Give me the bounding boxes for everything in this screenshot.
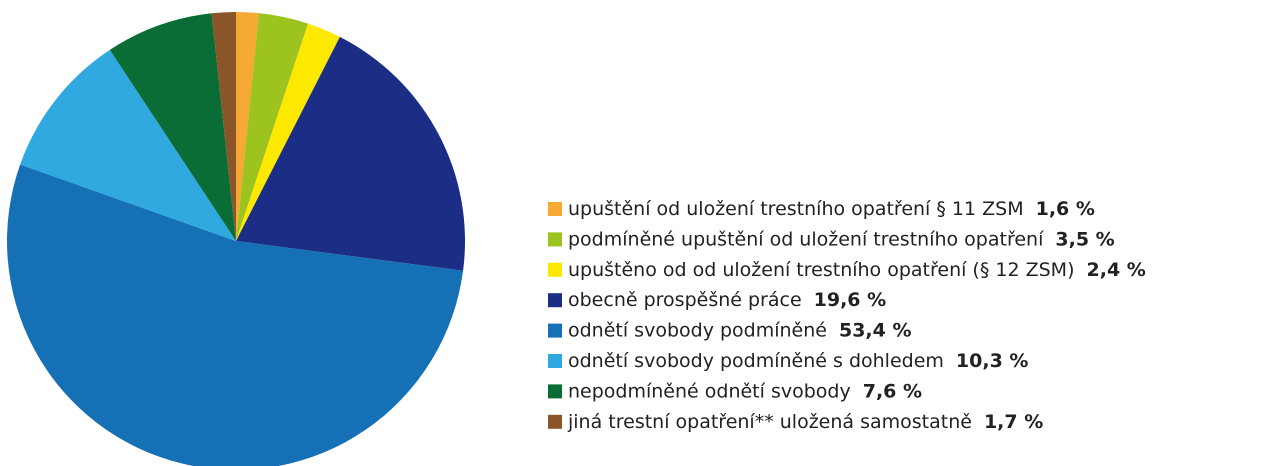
legend-entry: upuštění od uložení trestního opatření §… [568,198,1095,220]
pie-slice [236,23,340,241]
legend-swatch [548,293,562,308]
legend-label: upuštění od uložení trestního opatření §… [568,198,1024,220]
legend-label: podmíněné upuštění od uložení trestního … [568,228,1044,250]
legend-value: 19,6 % [814,289,887,311]
legend-value: 53,4 % [839,319,912,341]
legend-label: odnětí svobody podmíněné s dohledem [568,350,944,372]
legend-value: 7,6 % [863,380,922,402]
legend-value: 2,4 % [1087,258,1146,280]
pie-slice [7,164,464,466]
pie-slice [236,12,259,241]
legend: upuštění od uložení trestního opatření §… [548,198,1146,432]
pie-slice [236,13,309,241]
legend-label: nepodmíněné odnětí svobody [568,380,851,402]
legend-swatch [548,232,562,247]
legend-swatch [548,202,562,216]
legend-value: 3,5 % [1055,228,1114,250]
legend-swatch [548,354,562,368]
legend-label: obecně prospěšné práce [568,289,802,311]
legend-entry: jiná trestní opatření** uložená samostat… [567,410,1043,432]
pie-slice [236,36,465,271]
pie-slice [211,12,236,241]
legend-label: jiná trestní opatření** uložená samostat… [567,410,972,432]
legend-swatch [548,384,562,399]
legend-swatch [548,262,562,277]
legend-label: upuštěno od od uložení trestního opatřen… [568,258,1075,280]
pie-slice [20,49,237,241]
legend-entry: obecně prospěšné práce 19,6 % [568,289,886,311]
legend-label: odnětí svobody podmíněné [568,319,827,341]
legend-value: 1,7 % [984,410,1043,432]
legend-value: 10,3 % [956,350,1029,372]
legend-entry: upuštěno od od uložení trestního opatřen… [568,258,1146,280]
legend-value: 1,6 % [1036,198,1095,220]
legend-entry: odnětí svobody podmíněné 53,4 % [568,319,912,341]
pie-slice [109,13,236,241]
legend-entry: odnětí svobody podmíněné s dohledem 10,3 … [568,350,1028,372]
legend-entry: nepodmíněné odnětí svobody 7,6 % [568,380,922,402]
legend-entry: podmíněné upuštění od uložení trestního … [568,228,1115,250]
legend-swatch [548,414,562,429]
legend-swatch [548,323,562,338]
